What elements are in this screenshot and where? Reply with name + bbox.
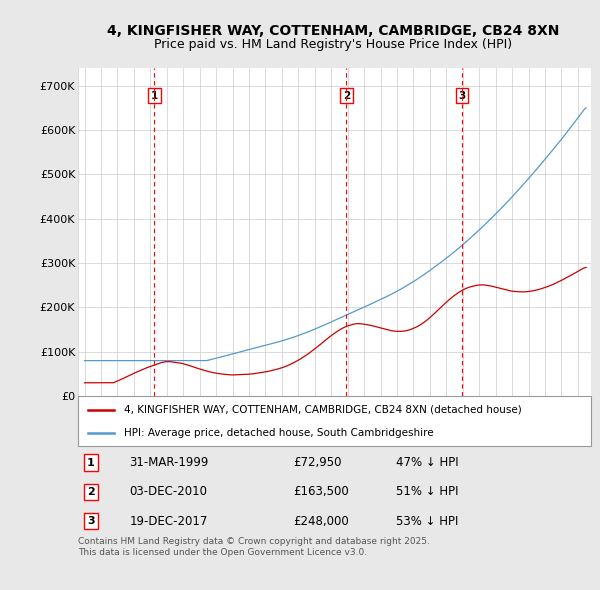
Text: 51% ↓ HPI: 51% ↓ HPI: [396, 486, 458, 499]
Text: 31-MAR-1999: 31-MAR-1999: [130, 456, 209, 469]
Text: 53% ↓ HPI: 53% ↓ HPI: [396, 514, 458, 527]
Text: £72,950: £72,950: [293, 456, 342, 469]
Text: £248,000: £248,000: [293, 514, 349, 527]
Text: 4, KINGFISHER WAY, COTTENHAM, CAMBRIDGE, CB24 8XN: 4, KINGFISHER WAY, COTTENHAM, CAMBRIDGE,…: [107, 24, 559, 38]
Text: 3: 3: [87, 516, 95, 526]
Text: 19-DEC-2017: 19-DEC-2017: [130, 514, 208, 527]
Text: 1: 1: [151, 91, 158, 101]
Text: 3: 3: [458, 91, 466, 101]
Text: 2: 2: [87, 487, 95, 497]
Text: 2: 2: [343, 91, 350, 101]
Text: HPI: Average price, detached house, South Cambridgeshire: HPI: Average price, detached house, Sout…: [124, 428, 434, 438]
Text: 47% ↓ HPI: 47% ↓ HPI: [396, 456, 458, 469]
FancyBboxPatch shape: [78, 396, 591, 446]
Text: Price paid vs. HM Land Registry's House Price Index (HPI): Price paid vs. HM Land Registry's House …: [154, 38, 512, 51]
Text: 4, KINGFISHER WAY, COTTENHAM, CAMBRIDGE, CB24 8XN (detached house): 4, KINGFISHER WAY, COTTENHAM, CAMBRIDGE,…: [124, 405, 522, 415]
Text: £163,500: £163,500: [293, 486, 349, 499]
Text: 1: 1: [87, 458, 95, 468]
Text: Contains HM Land Registry data © Crown copyright and database right 2025.
This d: Contains HM Land Registry data © Crown c…: [78, 537, 430, 557]
Text: 03-DEC-2010: 03-DEC-2010: [130, 486, 208, 499]
